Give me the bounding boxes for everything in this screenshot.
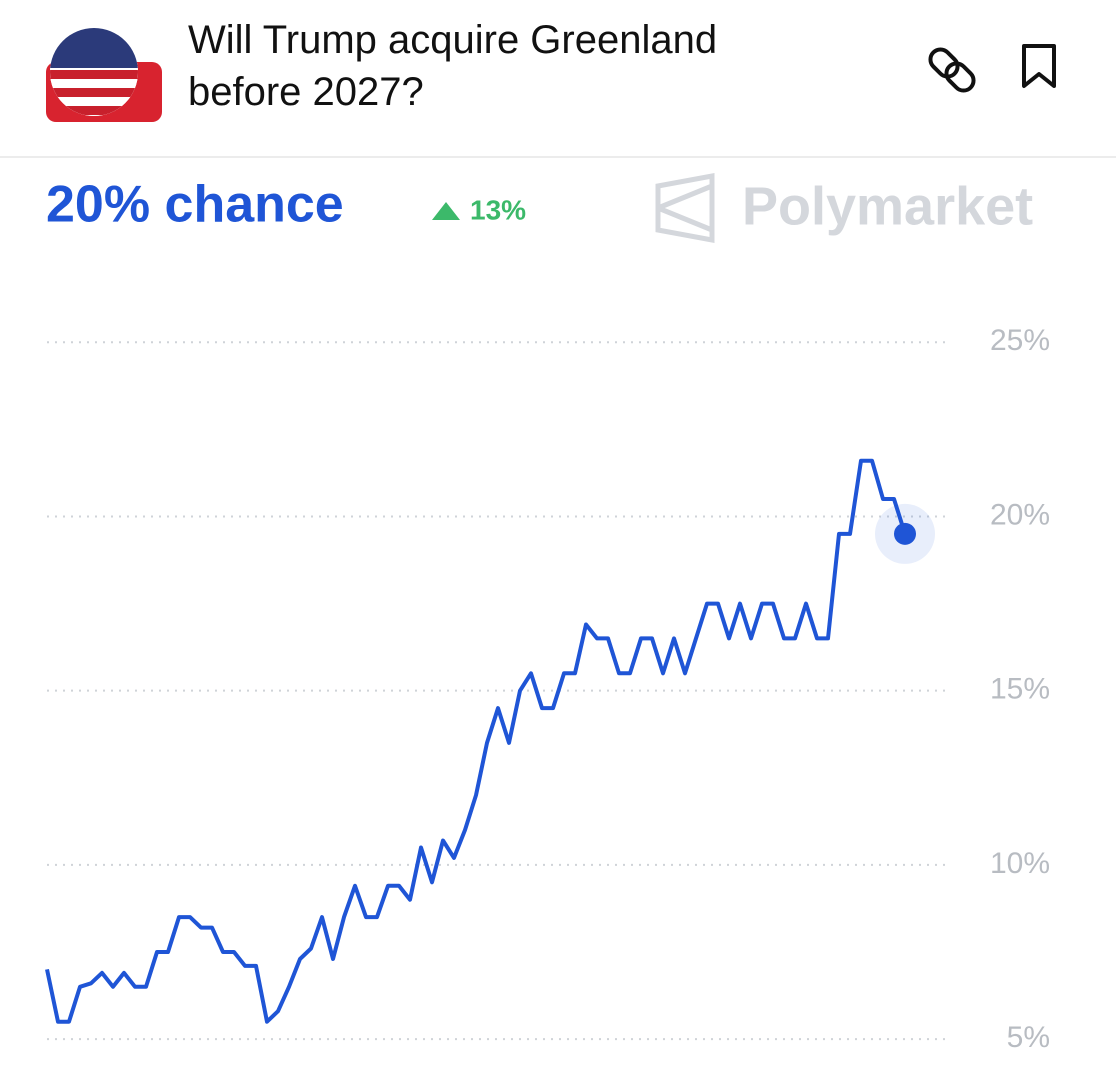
y-tick-label: 5% — [1007, 1021, 1050, 1054]
y-tick-label: 25% — [990, 324, 1050, 357]
y-tick-label: 10% — [990, 847, 1050, 880]
change-arrow — [432, 202, 460, 220]
link-icon[interactable] — [926, 45, 977, 94]
bookmark-icon[interactable] — [1022, 44, 1056, 88]
change: 13% — [470, 194, 526, 225]
market-title: Will Trump acquire Greenland before 2027… — [188, 18, 718, 114]
divider — [0, 156, 1116, 158]
headline: 20% chance — [46, 176, 344, 234]
chart: 20% chance 13% Polymarket 5% 10% 15% 20% 25% — [45, 172, 1050, 1054]
flag — [50, 28, 138, 116]
y-tick-label: 20% — [990, 498, 1050, 531]
brand-logo — [655, 172, 715, 244]
line — [45, 458, 907, 1024]
y-tick-label: 15% — [990, 673, 1050, 706]
last-point — [894, 522, 916, 545]
brand: Polymarket — [742, 176, 1033, 236]
header-icons — [46, 28, 1056, 122]
